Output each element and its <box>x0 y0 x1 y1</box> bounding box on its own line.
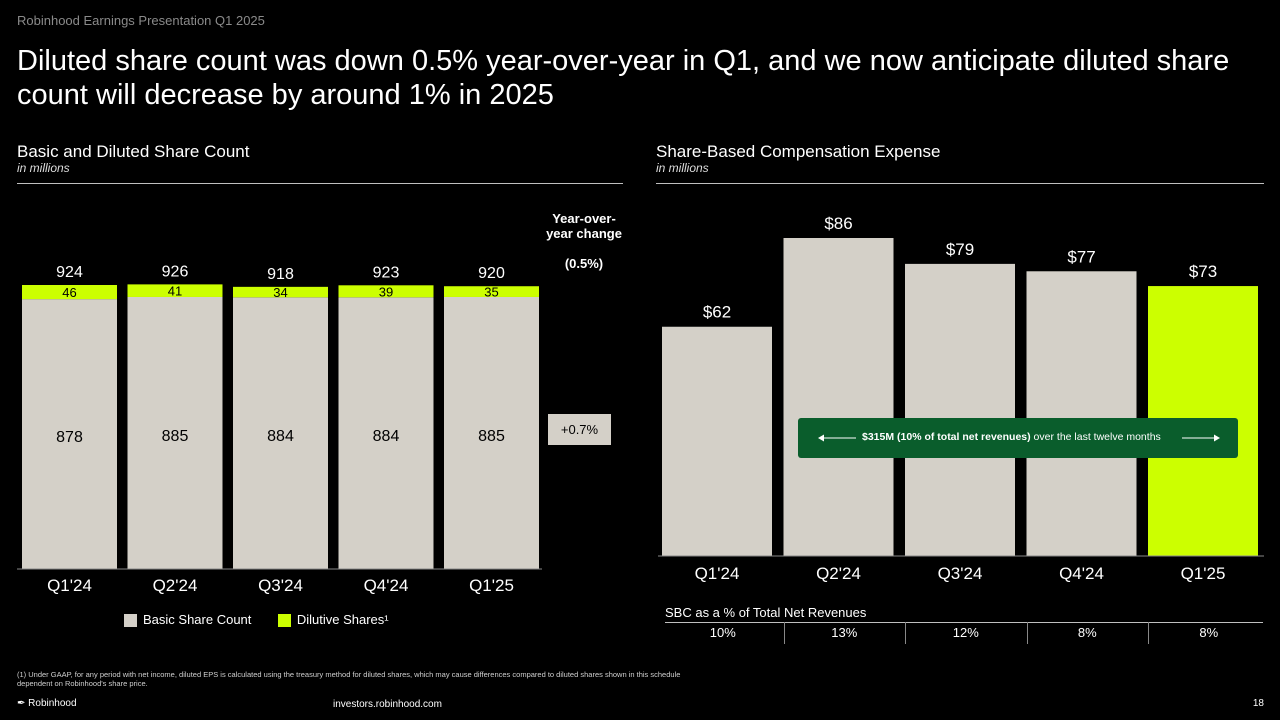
tick-right-4: Q1'25 <box>1181 564 1226 583</box>
label-basic-1: 885 <box>162 428 189 445</box>
sbc-pct-divider <box>1148 622 1149 644</box>
left-chart-subtitle: in millions <box>17 161 70 175</box>
sbc-bars: $62 $86 $79 $77 $73 <box>662 214 1258 556</box>
sbc-pct-label: SBC as a % of Total Net Revenues <box>665 605 867 620</box>
right-chart-subtitle: in millions <box>656 161 709 175</box>
sbc-value-2: $79 <box>946 240 974 259</box>
label-basic-0: 878 <box>56 429 83 446</box>
yoy-header-line2: year change <box>546 226 622 241</box>
sbc-bar-2 <box>905 263 1015 556</box>
sbc-value-4: $73 <box>1189 262 1217 281</box>
sbc-pct-cell-3: 8% <box>1077 625 1097 640</box>
sbc-value-1: $86 <box>824 214 852 233</box>
label-dilutive-2: 34 <box>273 285 287 300</box>
yoy-total-change: (0.5%) <box>565 256 603 271</box>
sbc-bar-3 <box>1026 271 1137 556</box>
arrow-right-icon <box>1182 434 1220 442</box>
sbc-value-0: $62 <box>703 303 731 322</box>
sbc-pct-cell-0: 10% <box>709 625 736 640</box>
bar-basic-3 <box>338 297 434 569</box>
label-basic-3: 884 <box>373 428 400 445</box>
sbc-pct-cell-2: 12% <box>952 625 979 640</box>
label-dilutive-3: 39 <box>379 284 393 299</box>
right-chart-title: Share-Based Compensation Expense <box>656 142 941 161</box>
left-chart-legend: Basic Share Count Dilutive Shares¹ <box>124 611 411 629</box>
legend-dilutive-label: Dilutive Shares¹ <box>296 612 389 628</box>
share-count-tick-labels: Q1'24 Q2'24 Q3'24 Q4'24 Q1'25 <box>47 576 514 595</box>
label-total-4: 920 <box>478 265 505 282</box>
bar-basic-2 <box>233 297 328 569</box>
sbc-expense-chart: $62$86$79 $77$73 Q1'24 Q2'24 Q3'24 Q4'24 Q1'2… <box>658 214 1264 583</box>
arrow-left-icon <box>818 434 856 442</box>
bar-dilutive-3 <box>338 285 434 298</box>
sbc-value-3: $77 <box>1067 247 1095 266</box>
sbc-pct-divider <box>905 622 906 644</box>
legend-basic-swatch <box>124 614 137 628</box>
sbc-bar-1 <box>783 238 894 556</box>
bar-basic-0 <box>22 299 117 569</box>
share-count-chart: 878 46 924 885 41 926 884 34 918 884 39 923 885 35 920… <box>17 211 622 595</box>
tick-right-2: Q3'24 <box>938 564 983 583</box>
label-dilutive-1: 41 <box>168 284 182 299</box>
yoy-header-line1: Year-over- <box>552 211 616 226</box>
brand-name: Robinhood <box>28 698 77 709</box>
page-number: 18 <box>1252 698 1264 709</box>
label-total-0: 924 <box>56 264 83 281</box>
yoy-basic-box <box>548 414 611 445</box>
sbc-pct-cell-1: 13% <box>831 625 858 640</box>
tick-left-4: Q1'25 <box>469 576 514 595</box>
legend-basic: Basic Share Count <box>124 612 252 628</box>
sbc-pct-divider <box>783 622 785 644</box>
legend-dilutive: Dilutive Shares¹ <box>277 612 389 628</box>
label-total-2: 918 <box>267 266 294 283</box>
bar-dilutive-4 <box>444 286 539 297</box>
label-total-3: 923 <box>373 264 400 281</box>
sbc-pct-divider <box>1026 622 1028 644</box>
share-count-bars: 878 46 924 885 41 926 884 34 918 884 39 923 885 35 920 <box>22 263 539 569</box>
label-basic-4: 885 <box>478 428 505 445</box>
ltm-banner-rest: over the last twelve months <box>1030 431 1161 443</box>
ltm-banner: $315M (10% of total net revenues) over t… <box>798 418 1238 458</box>
yoy-basic-change: +0.7% <box>561 422 599 437</box>
site-url: investors.robinhood.com <box>333 699 442 710</box>
page-headline: Diluted share count was down 0.5% year-o… <box>17 45 1230 111</box>
tick-left-3: Q4'24 <box>364 576 409 595</box>
ltm-banner-bold: $315M (10% of total net revenues) <box>862 431 1031 443</box>
footnote: (1) Under GAAP, for any period with net … <box>17 670 681 688</box>
label-dilutive-0: 46 <box>62 285 76 300</box>
sbc-pct-cell-4: 8% <box>1199 625 1219 640</box>
left-chart-rule <box>17 183 623 184</box>
bar-dilutive-2 <box>233 286 328 298</box>
sbc-pct-row: 10% 13% 12% 8% 8% <box>656 622 1264 644</box>
feather-icon: ✒ <box>17 698 26 709</box>
tick-right-1: Q2'24 <box>816 564 861 583</box>
tick-left-1: Q2'24 <box>153 576 198 595</box>
tick-right-0: Q1'24 <box>695 564 740 583</box>
tick-left-2: Q3'24 <box>258 576 303 595</box>
bar-basic-1 <box>127 296 223 569</box>
bar-basic-4 <box>444 296 539 569</box>
label-dilutive-4: 35 <box>484 285 498 300</box>
bar-dilutive-0 <box>22 285 117 300</box>
sbc-bar-0 <box>662 326 772 556</box>
sbc-tick-labels: Q1'24 Q2'24 Q3'24 Q4'24 Q1'25 <box>695 564 1226 583</box>
right-chart-rule <box>656 183 1264 184</box>
legend-basic-label: Basic Share Count <box>143 612 252 628</box>
brand-logo: ✒ Robinhood <box>17 698 77 709</box>
tick-right-3: Q4'24 <box>1059 564 1104 583</box>
presentation-title: Robinhood Earnings Presentation Q1 2025 <box>17 13 265 28</box>
ltm-banner-text: $315M (10% of total net revenues) over t… <box>862 431 1161 443</box>
left-chart-title: Basic and Diluted Share Count <box>17 142 250 161</box>
legend-dilutive-swatch <box>277 614 291 628</box>
label-total-1: 926 <box>162 263 189 280</box>
label-basic-2: 884 <box>267 428 294 445</box>
bar-dilutive-1 <box>127 284 223 297</box>
tick-left-0: Q1'24 <box>47 576 92 595</box>
sbc-pct-rule <box>665 622 1263 623</box>
